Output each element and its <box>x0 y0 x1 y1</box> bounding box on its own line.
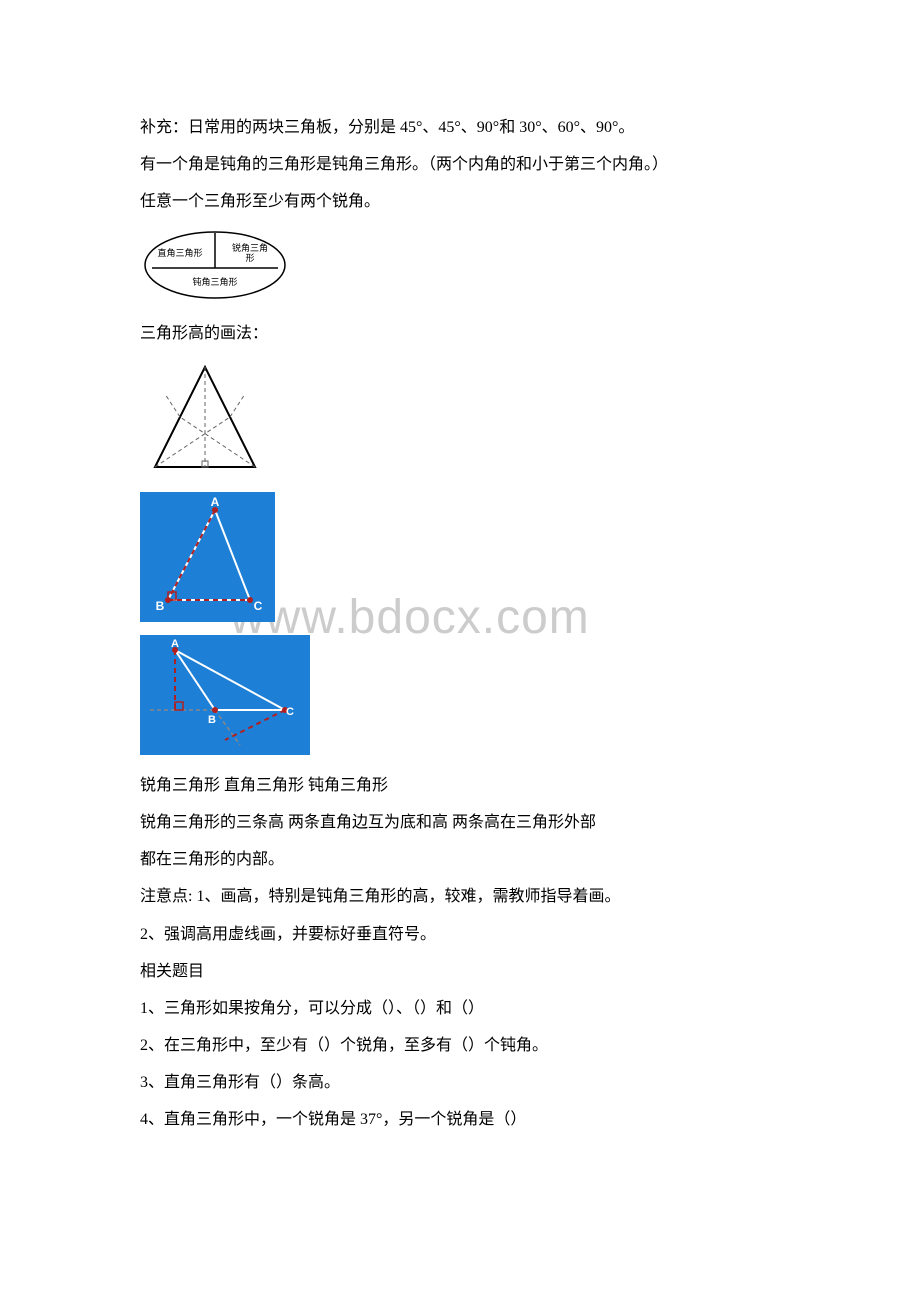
vertex-label-c: C <box>254 599 263 613</box>
vertex-label-a: A <box>211 495 220 509</box>
body-text: 1、三角形如果按角分，可以分成（）、（）和（） <box>140 991 780 1026</box>
vertex-label-b: B <box>208 714 216 726</box>
vertex-label-b: B <box>156 599 165 613</box>
body-text: 4、直角三角形中，一个锐角是 37°，另一个锐角是（） <box>140 1102 780 1137</box>
vertex-label-c: C <box>286 706 294 718</box>
venn-bottom-label: 钝角三角形 <box>192 276 237 287</box>
vertex-label-a: A <box>171 638 179 650</box>
venn-left-label: 直角三角形 <box>157 247 202 258</box>
body-text: 注意点: 1、画高，特别是钝角三角形的高，较难，需教师指导着画。 <box>140 879 780 914</box>
body-text: 任意一个三角形至少有两个锐角。 <box>140 184 780 219</box>
right-triangle-diagram: A B C <box>140 492 780 627</box>
body-text: 2、在三角形中，至少有（）个锐角，至多有（）个钝角。 <box>140 1028 780 1063</box>
acute-triangle-diagram <box>140 359 780 484</box>
body-text: 3、直角三角形有（）条高。 <box>140 1065 780 1100</box>
body-text: 有一个角是钝角的三角形是钝角三角形。（两个内角的和小于第三个内角。） <box>140 147 780 182</box>
body-text: 三角形高的画法： <box>140 316 780 351</box>
obtuse-triangle-diagram: A B C <box>140 635 780 760</box>
body-text: 锐角三角形 直角三角形 钝角三角形 <box>140 768 780 803</box>
svg-text:形: 形 <box>245 252 254 263</box>
venn-diagram: 直角三角形 锐角三角 形 钝角三角形 <box>140 228 780 308</box>
document-content: 补充：日常用的两块三角板，分别是 45°、45°、90°和 30°、60°、90… <box>140 110 780 1138</box>
body-text: 补充：日常用的两块三角板，分别是 45°、45°、90°和 30°、60°、90… <box>140 110 780 145</box>
body-text: 锐角三角形的三条高 两条直角边互为底和高 两条高在三角形外部 <box>140 805 780 840</box>
body-text: 相关题目 <box>140 954 780 989</box>
venn-right-label: 锐角三角 <box>232 242 268 253</box>
body-text: 都在三角形的内部。 <box>140 842 780 877</box>
body-text: 2、强调高用虚线画，并要标好垂直符号。 <box>140 917 780 952</box>
